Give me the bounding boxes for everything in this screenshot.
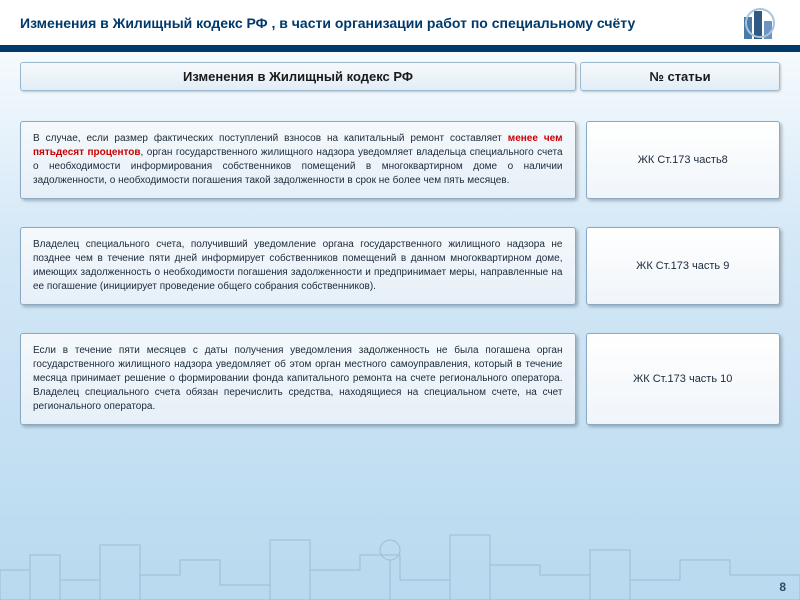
sub-header: Изменения в Жилищный кодекс РФ № статьи	[20, 62, 780, 91]
skyline-decoration-icon	[0, 520, 800, 600]
subheader-left: Изменения в Жилищный кодекс РФ	[20, 62, 576, 91]
page-number: 8	[779, 580, 786, 594]
content-row: Если в течение пяти месяцев с даты получ…	[20, 333, 780, 425]
title-bar: Изменения в Жилищный кодекс РФ , в части…	[0, 0, 800, 48]
page-title: Изменения в Жилищный кодекс РФ , в части…	[20, 15, 635, 31]
content-rows: В случае, если размер фактических поступ…	[0, 101, 800, 425]
description-box: Если в течение пяти месяцев с даты получ…	[20, 333, 576, 425]
reference-box: ЖК Ст.173 часть8	[586, 121, 781, 199]
desc-prefix: Владелец специального счета, получивший …	[33, 239, 563, 292]
subheader-right: № статьи	[580, 62, 780, 91]
accent-strip	[0, 48, 800, 52]
content-row: Владелец специального счета, получивший …	[20, 227, 780, 305]
building-logo-icon	[740, 7, 780, 39]
desc-prefix: Если в течение пяти месяцев с даты получ…	[33, 345, 563, 412]
reference-box: ЖК Ст.173 часть 9	[586, 227, 781, 305]
content-row: В случае, если размер фактических поступ…	[20, 121, 780, 199]
description-box: Владелец специального счета, получивший …	[20, 227, 576, 305]
reference-box: ЖК Ст.173 часть 10	[586, 333, 781, 425]
description-box: В случае, если размер фактических поступ…	[20, 121, 576, 199]
desc-prefix: В случае, если размер фактических поступ…	[33, 133, 508, 144]
